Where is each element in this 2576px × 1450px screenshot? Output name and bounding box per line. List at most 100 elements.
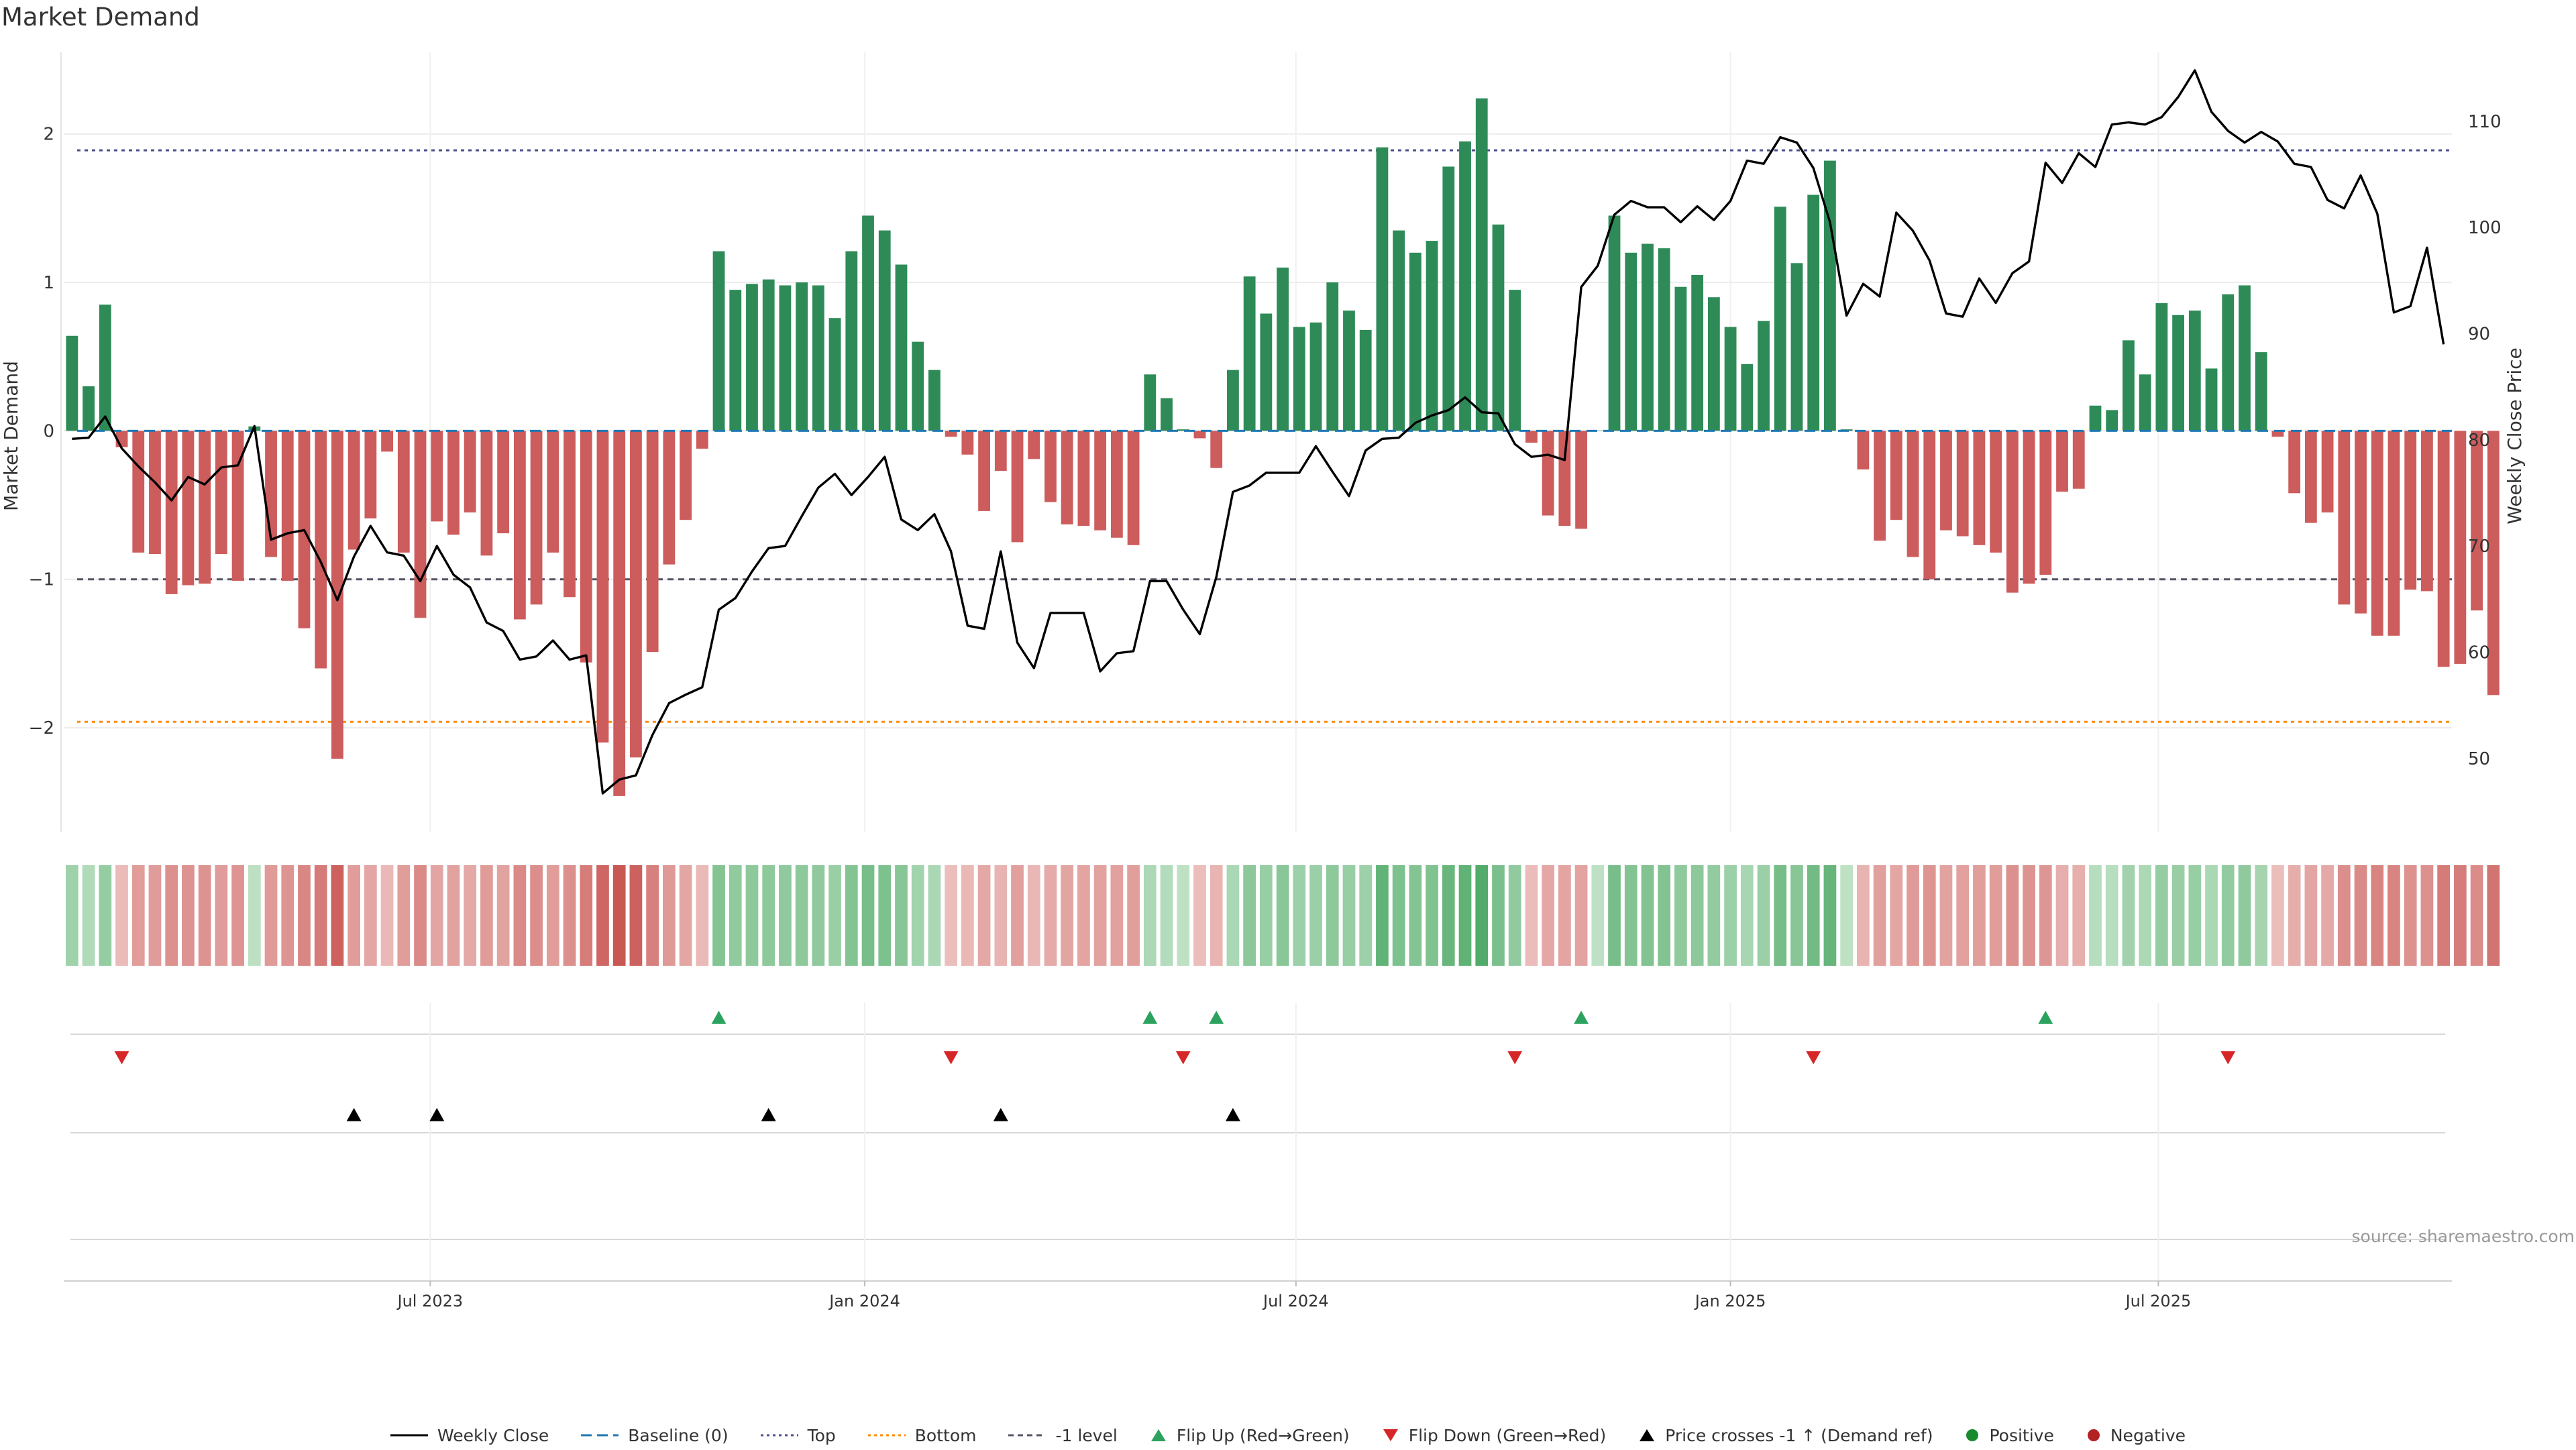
demand-bar <box>1724 327 1737 431</box>
heat-cell <box>364 865 377 966</box>
heat-cell <box>1542 865 1554 966</box>
demand-bar <box>2404 431 2417 590</box>
demand-bar <box>746 284 758 431</box>
demand-bar <box>1359 329 1372 431</box>
heat-cell <box>2105 865 2118 966</box>
demand-bar <box>1343 311 1355 431</box>
demand-bar <box>480 431 493 556</box>
triangle-up-marker <box>711 1011 727 1024</box>
heat-cell <box>1823 865 1837 966</box>
demand-bar <box>1243 276 1256 431</box>
demand-bar <box>1542 431 1554 516</box>
reference-lines <box>77 149 2452 723</box>
y-axis-right: 50 60 70 80 90 100 110 <box>2468 112 2502 769</box>
heat-cell <box>2404 865 2417 966</box>
heat-cell <box>2238 865 2251 966</box>
demand-bar <box>66 335 78 431</box>
demand-bar <box>1707 297 1720 431</box>
demand-bar <box>2304 431 2317 523</box>
heat-cell <box>1293 865 1306 966</box>
legend-label: Positive <box>1989 1425 2054 1445</box>
legend-item-weekly-close: Weekly Close <box>390 1426 549 1445</box>
legend-label: Flip Up (Red→Green) <box>1176 1425 1350 1445</box>
event-markers-panel <box>64 1003 2452 1282</box>
heat-cell <box>1492 865 1505 966</box>
legend-label: Top <box>807 1425 836 1445</box>
demand-bar <box>828 318 841 431</box>
heat-cell <box>895 865 908 966</box>
demand-bar <box>680 431 692 520</box>
dot-icon <box>2087 1429 2100 1441</box>
x-tick-label: Jul 2024 <box>1262 1292 1329 1310</box>
heat-cell <box>1475 865 1489 966</box>
demand-bar <box>281 431 294 581</box>
demand-bar <box>2123 340 2135 431</box>
demand-bar <box>2006 431 2019 593</box>
heat-cell <box>546 865 559 966</box>
triangle-down-marker <box>114 1051 129 1064</box>
heat-cell <box>148 865 162 966</box>
legend-item-bottom: Bottom <box>867 1425 977 1445</box>
heat-cell <box>215 865 228 966</box>
heat-cell <box>1276 865 1289 966</box>
demand-bar <box>1077 431 1090 526</box>
heat-cell <box>1260 865 1273 966</box>
heat-cell <box>1143 865 1157 966</box>
heat-cell <box>1740 865 1754 966</box>
demand-bar <box>547 431 559 553</box>
heat-cell <box>2089 865 2102 966</box>
demand-bar <box>2355 431 2367 614</box>
heat-cell <box>2288 865 2301 966</box>
heat-cell <box>2255 865 2268 966</box>
heat-cell <box>745 865 759 966</box>
demand-bar <box>928 370 941 431</box>
demand-bar <box>1061 431 1073 524</box>
heat-cell <box>1077 865 1090 966</box>
triangle-down-marker <box>1806 1051 1821 1064</box>
weekly-close-series <box>72 69 2445 795</box>
demand-bar <box>646 431 659 653</box>
heat-cell <box>1309 865 1322 966</box>
demand-bar <box>1309 322 1322 431</box>
heat-cell <box>1690 865 1704 966</box>
heat-cell <box>2371 865 2384 966</box>
demand-bar <box>1127 431 1140 545</box>
heat-cell <box>612 865 626 966</box>
demand-bar <box>2023 431 2035 584</box>
heat-cell <box>414 865 427 966</box>
legend-item-top: Top <box>760 1425 836 1445</box>
heat-cell <box>530 865 543 966</box>
heat-cell <box>1193 865 1206 966</box>
demand-bar <box>2072 431 2085 489</box>
heat-cell <box>1558 865 1571 966</box>
legend-line-solid-icon <box>390 1434 428 1437</box>
demand-bar <box>1110 431 1123 538</box>
demand-bar <box>381 431 393 452</box>
demand-bar <box>1227 370 1239 431</box>
legend: Weekly Close Baseline (0) Top Bottom -1 … <box>0 1420 2576 1450</box>
heat-cell <box>977 865 991 966</box>
heat-cell <box>563 865 576 966</box>
demand-bar <box>1857 431 1870 469</box>
heat-cell <box>66 865 78 966</box>
y2-tick-label: 60 <box>2468 643 2490 663</box>
demand-bar <box>696 431 708 449</box>
demand-bar <box>2239 285 2251 431</box>
demand-bar <box>978 431 990 511</box>
y-axis-label-right: Weekly Close Price <box>2504 347 2526 524</box>
legend-label: Bottom <box>914 1425 977 1445</box>
legend-line-dotted-icon <box>867 1434 906 1437</box>
legend-item-baseline: Baseline (0) <box>581 1426 729 1445</box>
demand-bar <box>1442 166 1455 431</box>
demand-bar <box>1990 431 2002 553</box>
triangle-up-marker <box>346 1108 362 1121</box>
legend-item-minus-one: -1 level <box>1008 1426 1118 1445</box>
demand-bar <box>1144 374 1157 431</box>
demand-bar <box>1774 207 1786 431</box>
demand-bar <box>2205 368 2218 431</box>
demand-bar <box>779 285 792 431</box>
heat-cell <box>1641 865 1654 966</box>
heat-cell <box>2454 865 2467 966</box>
legend-item-flip-up: Flip Up (Red→Green) <box>1150 1426 1350 1445</box>
demand-bar <box>530 431 543 605</box>
